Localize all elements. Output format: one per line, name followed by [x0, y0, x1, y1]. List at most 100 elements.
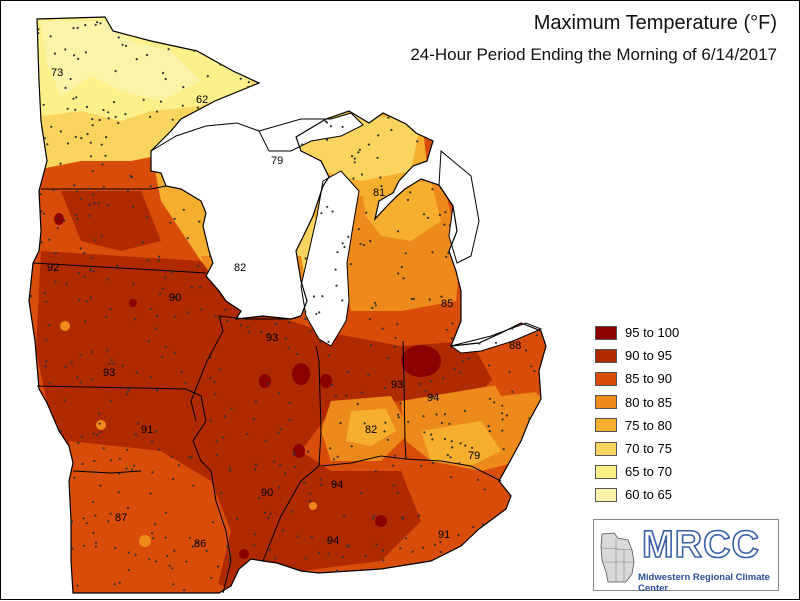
temp-value: 88	[509, 340, 521, 352]
logo-brand: MRCC	[641, 523, 760, 567]
station-dot	[43, 137, 46, 140]
station-dot	[279, 464, 282, 467]
station-dot	[329, 447, 332, 450]
station-dot	[301, 143, 304, 146]
station-dot	[172, 583, 175, 586]
station-dot	[114, 547, 117, 550]
station-dot	[226, 545, 229, 548]
station-dot	[142, 98, 145, 101]
station-dot	[380, 185, 383, 188]
station-dot	[74, 135, 77, 139]
station-dot	[76, 217, 79, 220]
station-dot	[80, 435, 84, 438]
station-dot	[392, 464, 395, 467]
midwest-map-icon	[600, 532, 635, 583]
station-dot	[402, 382, 405, 385]
station-dot	[69, 77, 72, 81]
station-dot	[114, 70, 117, 73]
temp-value: 79	[468, 450, 480, 462]
station-dot	[343, 245, 346, 249]
station-dot	[94, 514, 97, 517]
station-dot	[117, 121, 120, 125]
station-dot	[134, 318, 137, 321]
station-dot	[358, 148, 361, 151]
station-dot	[319, 478, 322, 481]
station-dot	[85, 522, 88, 525]
station-dot	[134, 433, 137, 436]
station-dot	[99, 484, 102, 487]
station-dot	[443, 413, 446, 416]
station-dot	[326, 138, 329, 141]
station-dot	[247, 331, 251, 334]
station-dot	[327, 552, 330, 555]
station-dot	[37, 28, 40, 31]
station-dot	[78, 299, 81, 302]
station-dot	[501, 429, 504, 432]
station-dot	[290, 510, 293, 513]
station-dot	[102, 108, 105, 112]
station-dot	[392, 484, 395, 487]
station-dot	[252, 417, 256, 421]
temp-value: 94	[331, 479, 343, 491]
station-dot	[183, 589, 186, 592]
station-dot	[151, 440, 154, 443]
station-dot	[356, 402, 359, 405]
station-dot	[431, 188, 434, 191]
station-dot	[326, 205, 329, 208]
station-dot	[121, 364, 124, 367]
station-dot	[102, 447, 105, 450]
station-dot	[399, 547, 402, 550]
station-dot	[173, 295, 176, 298]
station-dot	[182, 208, 185, 211]
station-dot	[79, 353, 82, 357]
station-dot	[376, 156, 379, 159]
station-dot	[502, 448, 505, 451]
legend-label: 95 to 100	[625, 325, 680, 341]
station-dot	[347, 235, 350, 238]
station-dot	[92, 270, 95, 273]
station-dot	[258, 497, 261, 500]
station-dot	[418, 514, 421, 517]
station-dot	[88, 214, 91, 217]
station-dot	[219, 63, 222, 66]
map-subtitle: 24-Hour Period Ending the Morning of 6/1…	[410, 45, 777, 64]
station-dot	[393, 345, 396, 348]
station-dot	[396, 323, 399, 326]
station-dot	[334, 268, 337, 271]
station-dot	[216, 565, 219, 568]
station-dot	[158, 448, 161, 451]
station-dot	[209, 419, 212, 422]
station-dot	[463, 409, 467, 412]
station-dot	[74, 214, 77, 217]
station-dot	[329, 125, 332, 128]
station-dot	[260, 330, 263, 334]
station-dot	[170, 455, 173, 458]
station-dot	[447, 251, 450, 255]
temp-value: 79	[271, 155, 283, 167]
legend-item: 60 to 65	[595, 483, 679, 506]
station-dot	[158, 292, 161, 295]
station-dot	[304, 557, 307, 560]
station-dot	[386, 357, 390, 360]
station-dot	[162, 71, 165, 75]
station-dot	[450, 440, 453, 443]
station-dot	[423, 431, 426, 434]
legend-swatch	[595, 441, 617, 456]
station-dot	[336, 251, 339, 254]
station-dot	[164, 536, 167, 539]
station-dot	[334, 394, 337, 398]
station-dot	[450, 476, 453, 479]
legend-swatch	[595, 464, 617, 479]
station-dot	[128, 387, 131, 391]
station-dot	[443, 437, 446, 441]
station-dot	[309, 500, 312, 503]
station-dot	[343, 514, 346, 518]
station-dot	[151, 471, 154, 474]
station-dot	[109, 512, 112, 515]
station-dot	[501, 412, 504, 415]
station-dot	[89, 155, 93, 158]
station-dot	[127, 390, 130, 393]
station-dot	[405, 537, 408, 540]
station-dot	[169, 221, 172, 224]
station-dot	[106, 278, 109, 281]
